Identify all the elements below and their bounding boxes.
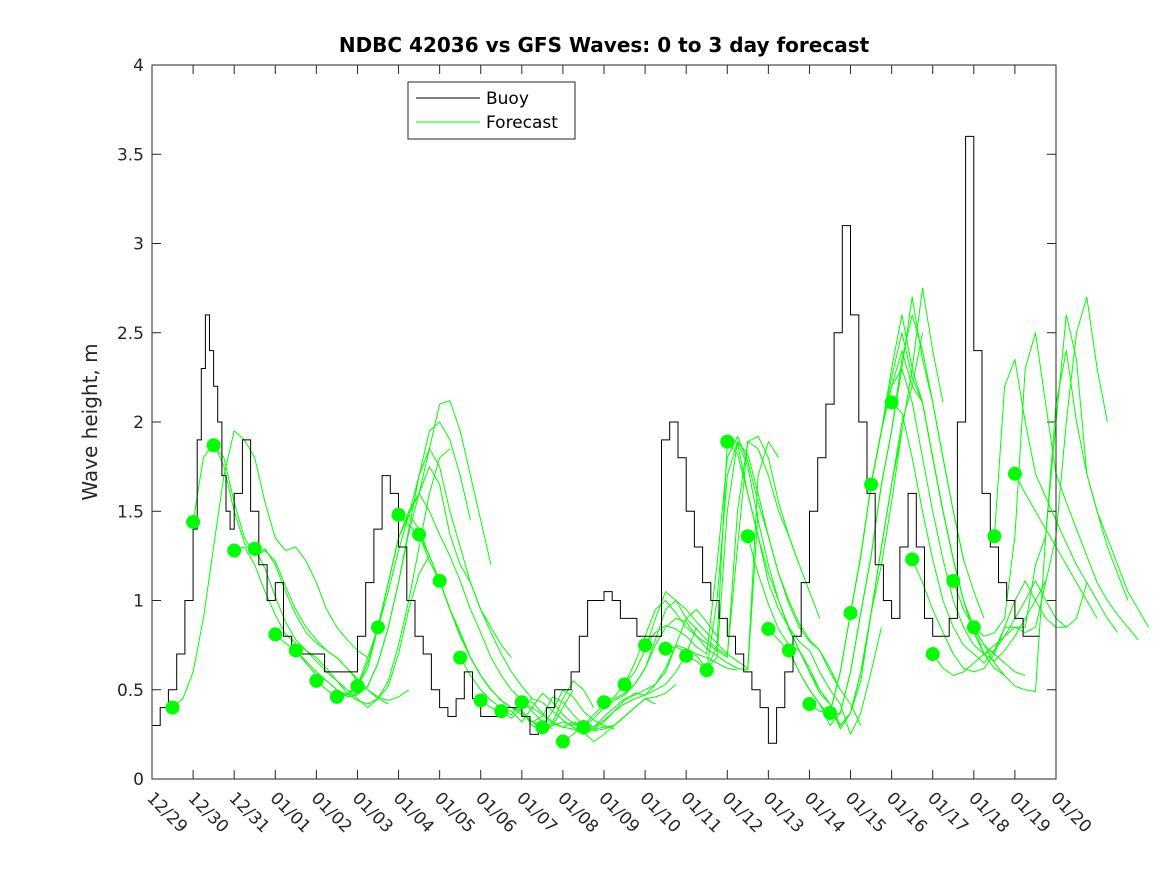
forecast-marker xyxy=(617,677,632,692)
forecast-line xyxy=(439,580,636,730)
forecast-line xyxy=(665,441,862,726)
forecast-marker xyxy=(1007,466,1022,481)
forecast-marker xyxy=(329,689,344,704)
forecast-marker xyxy=(658,641,673,656)
forecast-marker xyxy=(391,507,406,522)
forecast-line xyxy=(624,435,821,685)
plot-frame xyxy=(151,64,1057,780)
y-tick-label: 1.5 xyxy=(117,502,144,522)
forecast-marker xyxy=(802,697,817,712)
forecast-marker xyxy=(186,514,201,529)
chart-title: NDBC 42036 vs GFS Waves: 0 to 3 day fore… xyxy=(339,33,870,57)
buoy-line xyxy=(152,135,1040,744)
forecast-marker xyxy=(720,434,735,449)
forecast-line xyxy=(603,441,800,703)
forecast-marker xyxy=(987,529,1002,544)
forecast-marker xyxy=(165,700,180,715)
forecast-marker xyxy=(350,679,365,694)
forecast-marker xyxy=(309,673,324,688)
forecast-line xyxy=(583,441,780,728)
forecast-marker xyxy=(432,573,447,588)
legend-box xyxy=(407,81,576,140)
forecast-line xyxy=(952,350,1149,692)
forecast-line xyxy=(192,442,389,705)
forecast-marker xyxy=(740,529,755,544)
forecast-markers xyxy=(165,395,1022,749)
forecast-marker xyxy=(473,693,488,708)
forecast-marker xyxy=(514,695,529,710)
forecast-line xyxy=(542,644,738,728)
forecast-marker xyxy=(597,695,611,710)
forecast-marker xyxy=(864,477,879,492)
legend-forecast-label: Forecast xyxy=(486,113,558,133)
forecast-line xyxy=(870,368,1067,655)
forecast-line xyxy=(644,435,841,691)
forecast-line xyxy=(788,296,985,717)
forecast-marker xyxy=(268,627,283,642)
legend-buoy-label: Buoy xyxy=(486,89,529,109)
forecast-marker xyxy=(535,720,550,735)
forecast-line xyxy=(891,402,1088,664)
forecast-marker xyxy=(371,620,385,635)
forecast-marker xyxy=(966,620,981,635)
forecast-marker xyxy=(884,395,899,410)
forecast-marker xyxy=(247,541,262,556)
y-axis-label: Wave height, m xyxy=(78,343,102,500)
forecast-line xyxy=(336,466,533,700)
forecast-line xyxy=(295,400,492,696)
y-tick-labels: 0 0.5 1 1.5 2 2.5 3 3.5 4 xyxy=(117,56,144,790)
forecast-marker xyxy=(288,643,303,658)
forecast-marker xyxy=(905,552,920,567)
forecast-marker xyxy=(555,734,570,749)
forecast-marker xyxy=(679,648,694,663)
forecast-marker xyxy=(699,663,714,678)
forecast-line xyxy=(172,430,368,708)
forecast-marker xyxy=(206,438,221,453)
legend: Buoy Forecast xyxy=(407,81,576,140)
y-tick-label: 1 xyxy=(133,592,144,612)
forecast-line xyxy=(213,444,410,701)
forecast-marker xyxy=(494,704,509,719)
y-tick-label: 0 xyxy=(133,770,144,790)
forecast-marker xyxy=(227,543,242,558)
forecast-marker xyxy=(946,573,961,588)
y-tick-label: 0.5 xyxy=(117,681,144,701)
y-tick-label: 3 xyxy=(133,235,144,255)
y-tick-label: 2.5 xyxy=(117,324,144,344)
forecast-marker xyxy=(843,605,858,620)
forecast-marker xyxy=(453,650,468,665)
forecast-marker xyxy=(925,647,940,662)
forecast-marker xyxy=(638,638,653,653)
forecast-marker xyxy=(761,622,776,637)
forecast-marker xyxy=(412,527,427,542)
y-tick-label: 2 xyxy=(133,413,144,433)
series-layer xyxy=(152,135,1149,744)
plot-area xyxy=(152,65,1056,779)
y-tick-label: 4 xyxy=(133,56,144,76)
forecast-marker xyxy=(781,643,796,658)
forecast-line xyxy=(521,608,718,728)
forecast-marker xyxy=(576,720,591,735)
forecast-marker xyxy=(823,705,837,720)
y-tick-label: 3.5 xyxy=(117,145,144,165)
forecast-line xyxy=(501,627,697,735)
